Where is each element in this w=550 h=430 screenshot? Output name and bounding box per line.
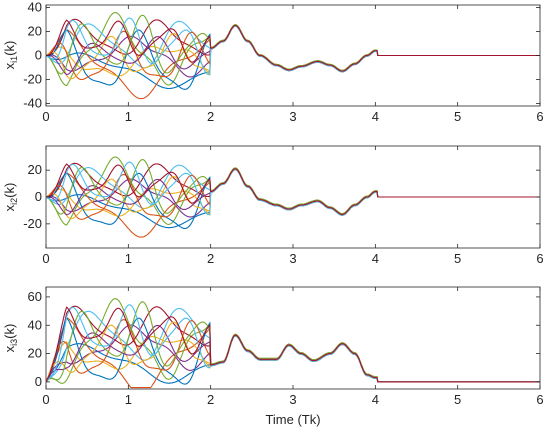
x-tick-label: 4 bbox=[372, 109, 379, 124]
x-tick-label: 3 bbox=[289, 109, 296, 124]
x-tick-label: 6 bbox=[536, 109, 543, 124]
y-tick-label: 0 bbox=[35, 48, 42, 63]
y-tick-label: 20 bbox=[28, 346, 42, 361]
x-tick-label: 2 bbox=[207, 109, 214, 124]
y-tick-label: 20 bbox=[28, 162, 42, 177]
x-tick-label: 6 bbox=[536, 251, 543, 266]
series-lines-xi3 bbox=[45, 298, 540, 389]
y-tick-label: 40 bbox=[28, 317, 42, 332]
series-lines-xi2 bbox=[45, 156, 540, 238]
x-tick-label: 1 bbox=[125, 109, 132, 124]
x-tick-label: 6 bbox=[536, 392, 543, 407]
x-tick-label: 1 bbox=[125, 251, 132, 266]
ticks-xi1: 0 1 2 3 4 5 6 -40 -20 0 20 40 bbox=[23, 0, 543, 124]
ylabel-xi3: xi3(k) bbox=[2, 324, 19, 353]
x-tick-label: 3 bbox=[289, 251, 296, 266]
y-tick-label: -20 bbox=[23, 72, 42, 87]
y-tick-label: 60 bbox=[28, 289, 42, 304]
y-tick-label: 0 bbox=[35, 189, 42, 204]
y-tick-label: -40 bbox=[23, 96, 42, 111]
x-tick-label: 3 bbox=[289, 392, 296, 407]
series-lines-xi1 bbox=[45, 11, 540, 100]
ylabel-xi1: xi1(k) bbox=[2, 41, 19, 70]
x-tick-label: 2 bbox=[207, 392, 214, 407]
x-tick-label: 4 bbox=[372, 392, 379, 407]
xlabel: Time (Tk) bbox=[265, 412, 320, 427]
series-line bbox=[45, 163, 540, 215]
ticks-xi2: 0 1 2 3 4 5 6 -20 0 20 bbox=[23, 146, 544, 266]
x-tick-label: 5 bbox=[454, 392, 461, 407]
y-tick-label: 0 bbox=[35, 374, 42, 389]
x-tick-label: 0 bbox=[42, 392, 49, 407]
y-tick-label: -20 bbox=[23, 216, 42, 231]
panel-xi1: 0 1 2 3 4 5 6 -40 -20 0 20 40 xi1(k) bbox=[2, 0, 544, 124]
y-tick-label: 40 bbox=[28, 0, 42, 14]
x-tick-label: 5 bbox=[454, 109, 461, 124]
series-line bbox=[45, 19, 540, 72]
x-tick-label: 4 bbox=[372, 251, 379, 266]
x-tick-label: 2 bbox=[207, 251, 214, 266]
panel-xi2: 0 1 2 3 4 5 6 -20 0 20 xi2(k) bbox=[2, 145, 544, 266]
x-tick-label: 5 bbox=[454, 251, 461, 266]
series-line bbox=[45, 306, 540, 383]
x-tick-label: 0 bbox=[42, 251, 49, 266]
y-tick-label: 20 bbox=[28, 23, 42, 38]
x-tick-label: 1 bbox=[125, 392, 132, 407]
ylabel-xi2: xi2(k) bbox=[2, 183, 19, 212]
x-tick-label: 0 bbox=[42, 109, 49, 124]
